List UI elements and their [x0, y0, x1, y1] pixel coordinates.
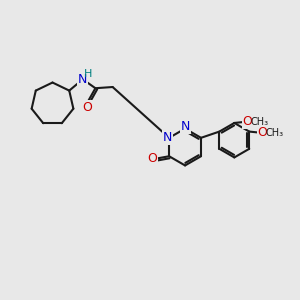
Text: O: O: [257, 126, 267, 139]
Text: H: H: [84, 69, 92, 79]
Text: O: O: [82, 101, 92, 114]
Text: O: O: [147, 152, 157, 165]
Text: CH₃: CH₃: [266, 128, 284, 138]
Text: O: O: [242, 115, 252, 128]
Text: N: N: [180, 120, 190, 133]
Text: N: N: [163, 131, 172, 144]
Text: N: N: [78, 73, 87, 86]
Text: CH₃: CH₃: [251, 117, 269, 127]
